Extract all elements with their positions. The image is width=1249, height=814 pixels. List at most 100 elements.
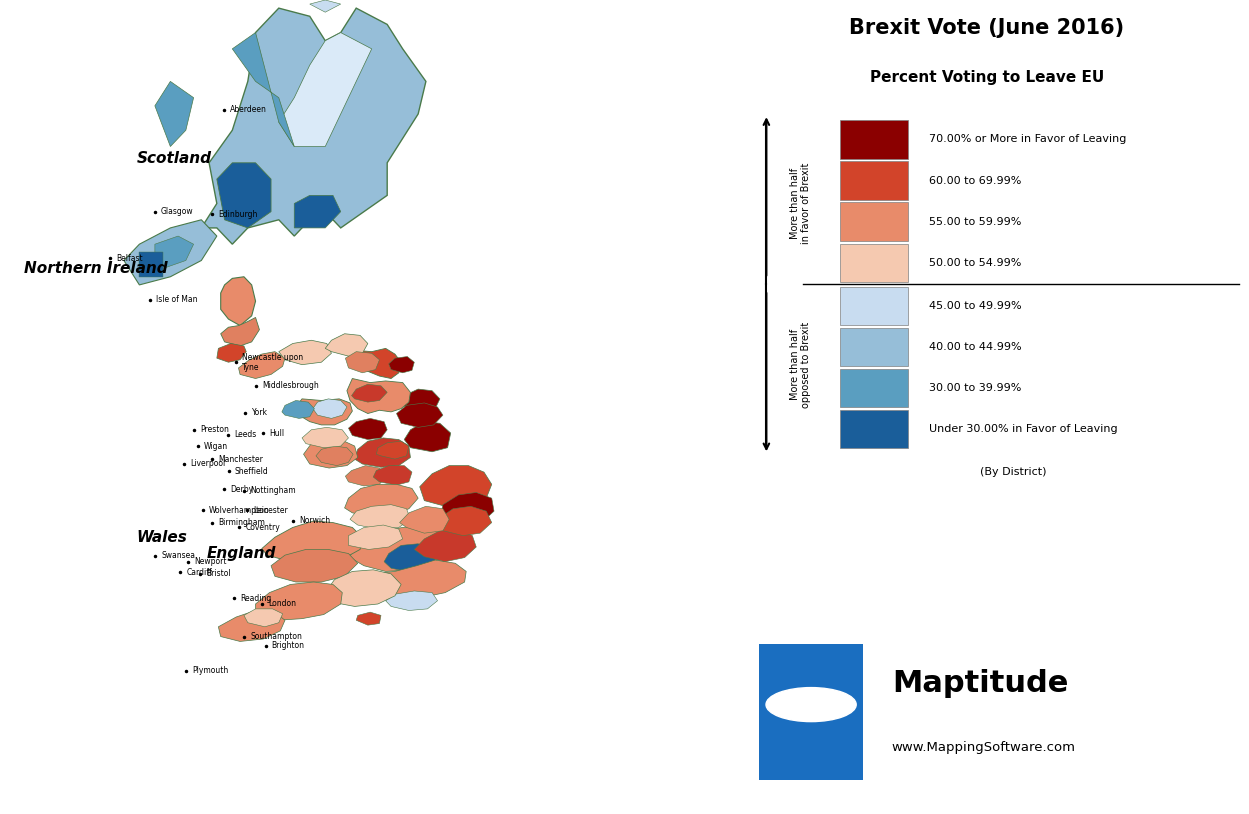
Polygon shape <box>256 582 342 620</box>
Polygon shape <box>219 610 285 641</box>
Text: Scotland: Scotland <box>137 151 212 166</box>
Polygon shape <box>217 344 246 362</box>
Text: 60.00 to 69.99%: 60.00 to 69.99% <box>929 176 1022 186</box>
FancyBboxPatch shape <box>839 410 908 448</box>
Polygon shape <box>437 506 492 536</box>
Polygon shape <box>373 466 412 485</box>
FancyBboxPatch shape <box>759 644 863 780</box>
Polygon shape <box>440 492 495 525</box>
Polygon shape <box>312 399 347 418</box>
Polygon shape <box>376 441 408 459</box>
Polygon shape <box>231 297 244 311</box>
Polygon shape <box>221 317 260 346</box>
Polygon shape <box>348 348 401 379</box>
Text: Leicester: Leicester <box>254 505 289 515</box>
Polygon shape <box>350 505 411 529</box>
Polygon shape <box>232 33 295 147</box>
Text: More than half
in favor of Brexit: More than half in favor of Brexit <box>789 163 812 244</box>
Polygon shape <box>355 438 411 467</box>
Polygon shape <box>124 220 217 285</box>
Circle shape <box>766 688 856 721</box>
Polygon shape <box>221 277 256 326</box>
Polygon shape <box>396 403 443 427</box>
Polygon shape <box>405 422 451 452</box>
Text: Glasgow: Glasgow <box>161 207 194 217</box>
Text: Plymouth: Plymouth <box>192 666 229 676</box>
Polygon shape <box>155 81 194 147</box>
Polygon shape <box>262 521 362 563</box>
Text: Wolverhampton: Wolverhampton <box>209 505 270 515</box>
Polygon shape <box>296 399 352 425</box>
Text: Nottingham: Nottingham <box>251 486 296 496</box>
Polygon shape <box>244 609 282 627</box>
Polygon shape <box>310 0 341 12</box>
Text: www.MappingSoftware.com: www.MappingSoftware.com <box>892 741 1075 754</box>
Polygon shape <box>386 591 437 610</box>
Text: Newport: Newport <box>195 557 227 567</box>
Text: Middlesbrough: Middlesbrough <box>262 381 320 391</box>
Text: Preston: Preston <box>200 425 229 435</box>
Text: Wales: Wales <box>137 530 187 545</box>
Polygon shape <box>415 529 476 562</box>
Text: Derby: Derby <box>230 484 254 494</box>
Text: 55.00 to 59.99%: 55.00 to 59.99% <box>929 217 1022 226</box>
Text: Reading: Reading <box>240 593 271 603</box>
Text: Under 30.00% in Favor of Leaving: Under 30.00% in Favor of Leaving <box>929 424 1118 434</box>
Text: Sheffield: Sheffield <box>235 466 269 476</box>
Text: Swansea: Swansea <box>161 551 196 561</box>
Text: Birmingham: Birmingham <box>219 518 266 527</box>
Text: Maptitude: Maptitude <box>892 668 1068 698</box>
Text: London: London <box>269 599 296 609</box>
Polygon shape <box>348 418 387 440</box>
Polygon shape <box>295 195 341 228</box>
Polygon shape <box>385 544 435 571</box>
Text: 40.00 to 44.99%: 40.00 to 44.99% <box>929 342 1022 352</box>
Polygon shape <box>400 506 450 533</box>
Text: Isle of Man: Isle of Man <box>156 295 197 304</box>
Text: Leeds: Leeds <box>235 430 256 440</box>
Polygon shape <box>346 352 380 373</box>
Polygon shape <box>155 236 194 269</box>
Text: More than half
opposed to Brexit: More than half opposed to Brexit <box>789 322 812 408</box>
Text: Bristol: Bristol <box>206 569 231 579</box>
Polygon shape <box>217 163 271 228</box>
Polygon shape <box>357 560 466 601</box>
Text: Southampton: Southampton <box>250 632 302 641</box>
Polygon shape <box>325 334 367 357</box>
Polygon shape <box>140 252 162 277</box>
Text: Hull: Hull <box>269 428 284 438</box>
FancyBboxPatch shape <box>839 369 908 407</box>
Text: Wigan: Wigan <box>204 441 229 451</box>
FancyBboxPatch shape <box>839 120 908 159</box>
Text: 70.00% or More in Favor of Leaving: 70.00% or More in Favor of Leaving <box>929 134 1127 145</box>
Text: Brexit Vote (June 2016): Brexit Vote (June 2016) <box>849 18 1124 37</box>
Polygon shape <box>316 446 353 466</box>
Text: Manchester: Manchester <box>219 454 264 464</box>
FancyBboxPatch shape <box>839 161 908 199</box>
Text: Belfast: Belfast <box>116 253 142 263</box>
FancyBboxPatch shape <box>839 287 908 325</box>
Polygon shape <box>239 352 285 379</box>
Text: Percent Voting to Leave EU: Percent Voting to Leave EU <box>869 70 1104 85</box>
Polygon shape <box>348 525 402 549</box>
Polygon shape <box>325 570 401 606</box>
Polygon shape <box>201 8 426 244</box>
Text: Brighton: Brighton <box>272 641 305 650</box>
Text: England: England <box>206 546 276 561</box>
Text: Aberdeen: Aberdeen <box>230 105 267 115</box>
Polygon shape <box>351 384 387 402</box>
Text: Northern Ireland: Northern Ireland <box>24 261 167 276</box>
Text: (By District): (By District) <box>979 466 1047 477</box>
FancyBboxPatch shape <box>839 328 908 366</box>
Text: Edinburgh: Edinburgh <box>219 209 259 219</box>
Polygon shape <box>282 400 315 418</box>
Polygon shape <box>279 340 331 365</box>
Polygon shape <box>401 389 440 414</box>
Polygon shape <box>347 379 411 414</box>
Text: Norwich: Norwich <box>300 516 331 526</box>
FancyBboxPatch shape <box>839 203 908 241</box>
Polygon shape <box>388 357 415 373</box>
FancyBboxPatch shape <box>839 243 908 282</box>
Polygon shape <box>346 466 386 486</box>
Text: Coventry: Coventry <box>246 523 281 532</box>
